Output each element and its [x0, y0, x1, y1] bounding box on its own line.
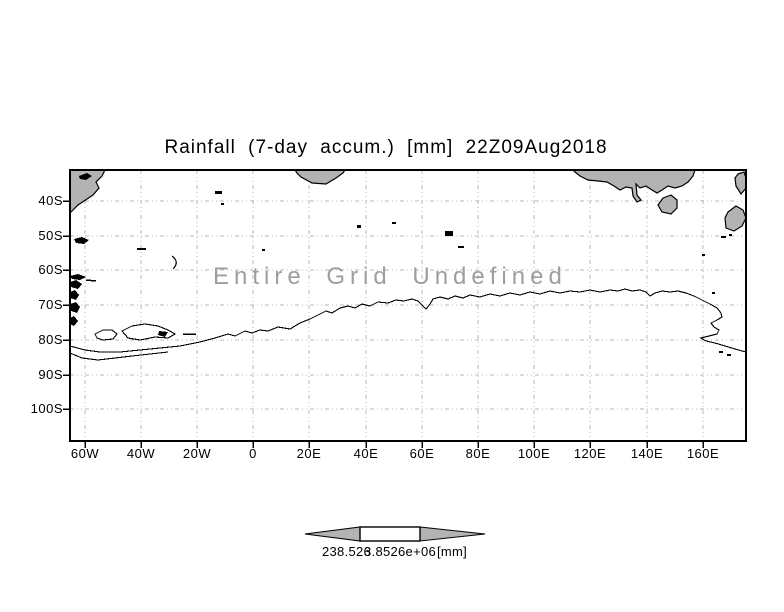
island-dark-patch [158, 331, 168, 337]
x-tick-label-60w: 60W [70, 446, 100, 461]
x-tick-label-160e: 160E [686, 446, 720, 461]
colorbar-box [359, 526, 421, 542]
y-tick-label-50s: 50S [38, 228, 63, 243]
island-south-georgia [74, 237, 89, 244]
x-tick-label-140e: 140E [630, 446, 664, 461]
plot-title: Rainfall (7-day accum.) [mm] 22Z09Aug201… [164, 137, 608, 158]
x-tick-label-40w: 40W [126, 446, 156, 461]
island-arc [171, 255, 177, 270]
y-tick-label-60s: 60S [38, 262, 63, 277]
land-australia [571, 169, 696, 203]
x-tick-label-80e: 80E [465, 446, 491, 461]
x-tick-label-100e: 100E [517, 446, 551, 461]
x-tick-label-60e: 60E [409, 446, 435, 461]
land-tasmania [657, 194, 678, 215]
axis-ticks [63, 200, 704, 448]
y-tick-label-80s: 80S [38, 332, 63, 347]
y-tick-label-70s: 70S [38, 297, 63, 312]
colorbar-units-label: [mm] [437, 544, 468, 559]
map-plot-area [63, 169, 747, 448]
y-tick-label-90s: 90S [38, 367, 63, 382]
x-tick-label-20w: 20W [182, 446, 212, 461]
colorbar-max-label: 3.8526e+06 [364, 544, 437, 559]
peninsula-fragments [70, 237, 89, 326]
strait-mark [79, 173, 92, 180]
small-islands [137, 191, 732, 356]
colorbar-right-arrow [419, 526, 486, 542]
colorbar-left-arrow [304, 526, 361, 542]
colorbar [304, 526, 486, 542]
land-new-zealand-north [734, 171, 747, 196]
antarctica-coastline [69, 288, 747, 361]
peninsula-dash [85, 279, 97, 282]
colorbar-min-label: 238.526 [322, 544, 372, 559]
land-africa-tip [293, 169, 347, 185]
y-tick-label-40s: 40S [38, 193, 63, 208]
x-tick-label-120e: 120E [573, 446, 607, 461]
land-polygons [69, 169, 747, 232]
undefined-grid-notice: Entire Grid Undefined [213, 263, 567, 290]
land-new-zealand-south [724, 205, 747, 232]
x-tick-label-20e: 20E [296, 446, 322, 461]
x-tick-label-0: 0 [249, 446, 257, 461]
y-tick-label-100s: 100S [30, 401, 63, 416]
gridlines [70, 170, 746, 441]
x-tick-label-40e: 40E [353, 446, 379, 461]
land-south-america-tip [69, 169, 106, 215]
